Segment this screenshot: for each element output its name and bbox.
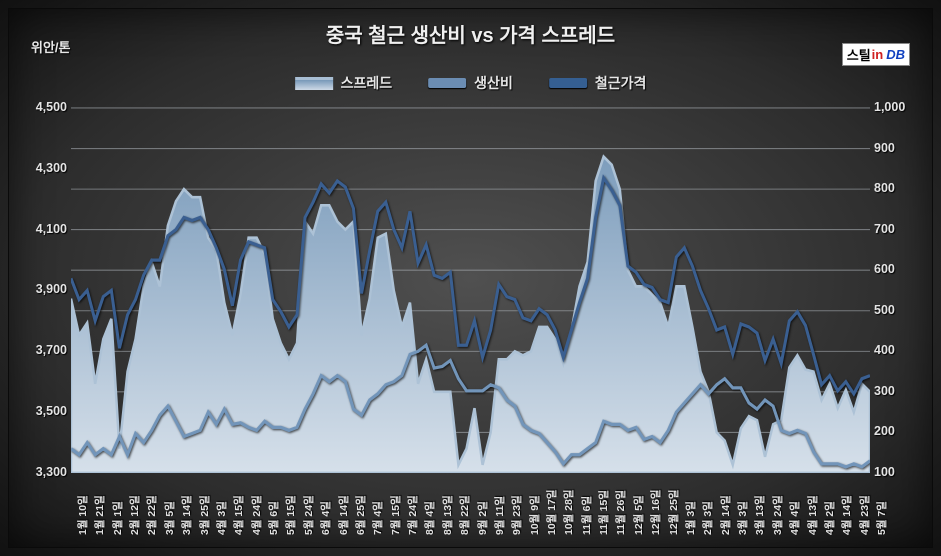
x-tick-label: 5월 15일 xyxy=(283,495,289,535)
brand-badge: 스틸 in DB xyxy=(842,43,910,66)
plot-svg xyxy=(71,65,870,473)
x-tick-label: 11월 6일 xyxy=(579,496,585,535)
x-tick-label: 3월 24일 xyxy=(770,495,776,535)
x-tick-label: 1월 10일 xyxy=(75,495,81,535)
x-tick-label: 4월 15일 xyxy=(231,495,237,535)
x-tick-label: 8월 4일 xyxy=(422,501,428,535)
y-right-tick: 300 xyxy=(874,384,916,398)
y-left-tick: 4,300 xyxy=(25,161,67,175)
x-tick-label: 7월 15일 xyxy=(388,495,394,535)
x-tick-label: 4월 2일 xyxy=(822,501,828,535)
x-axis-labels: 1월 10일 1월 21일 2월 1일 2월 12일 2월 22일 3월 5일 3월 14일… xyxy=(71,473,870,541)
chart-card: 중국 철근 생산비 vs 가격 스프레드 위안/톤 스틸 in DB 스프레드 … xyxy=(8,8,933,548)
x-tick-label: 5월 6일 xyxy=(266,501,272,535)
y-left-tick: 3,300 xyxy=(25,465,67,479)
y-right-tick: 100 xyxy=(874,465,916,479)
y-left-tick: 3,700 xyxy=(25,343,67,357)
x-tick-label: 9월 11일 xyxy=(492,496,498,535)
x-tick-label: 4월 4일 xyxy=(787,501,793,535)
x-tick-label: 6월 25일 xyxy=(353,495,359,535)
x-tick-label: 3월 5일 xyxy=(162,501,168,535)
x-tick-label: 1월 21일 xyxy=(92,495,98,535)
chart-frame: 중국 철근 생산비 vs 가격 스프레드 위안/톤 스틸 in DB 스프레드 … xyxy=(0,0,941,556)
y-right-tick: 1,000 xyxy=(874,100,916,114)
x-tick-label: 3월 25일 xyxy=(197,495,203,535)
x-tick-label: 12월 25일 xyxy=(666,489,672,535)
x-tick-label: 2월 12일 xyxy=(127,495,133,535)
x-tick-label: 4월 14일 xyxy=(839,495,845,535)
brand-part3: DB xyxy=(886,47,905,62)
y-left-tick: 3,500 xyxy=(25,404,67,418)
x-tick-label: 3월 14일 xyxy=(179,495,185,535)
x-tick-label: 8월 13일 xyxy=(440,495,446,535)
y-left-tick: 3,900 xyxy=(25,282,67,296)
x-tick-label: 4월 13일 xyxy=(805,495,811,535)
y-right-tick: 400 xyxy=(874,343,916,357)
x-tick-label: 3월 13일 xyxy=(752,495,758,535)
x-tick-label: 1월 3일 xyxy=(683,501,689,535)
y-right-tick: 900 xyxy=(874,141,916,155)
x-tick-label: 10월 9일 xyxy=(527,495,533,535)
x-tick-label: 11월 26일 xyxy=(613,490,619,535)
x-tick-label: 9월 2일 xyxy=(475,501,481,535)
y-right-tick: 600 xyxy=(874,262,916,276)
y-right-tick: 700 xyxy=(874,222,916,236)
x-tick-label: 6월 4일 xyxy=(318,501,324,535)
brand-part2: in xyxy=(872,47,884,62)
x-tick-label: 2월 14일 xyxy=(718,495,724,535)
x-tick-label: 2월 1일 xyxy=(110,501,116,535)
chart-title: 중국 철근 생산비 vs 가격 스프레드 xyxy=(9,19,932,48)
x-tick-label: 3월 3일 xyxy=(735,501,741,535)
y-axis-unit: 위안/톤 xyxy=(31,37,71,56)
x-tick-label: 12월 5일 xyxy=(631,495,637,535)
x-tick-label: 7월 4일 xyxy=(370,501,376,535)
y-right-tick: 200 xyxy=(874,424,916,438)
x-tick-label: 7월 24일 xyxy=(405,495,411,535)
x-tick-label: 6월 14일 xyxy=(336,495,342,535)
x-tick-label: 12월 16일 xyxy=(648,489,654,535)
x-tick-label: 8월 22일 xyxy=(457,495,463,535)
x-tick-label: 10월 17일 xyxy=(544,489,550,535)
plot-area xyxy=(71,65,870,473)
x-tick-label: 4월 23일 xyxy=(857,495,863,535)
x-tick-label: 4월 24일 xyxy=(249,495,255,535)
y-left-tick: 4,500 xyxy=(25,100,67,114)
brand-part1: 스틸 xyxy=(847,45,871,64)
x-tick-label: 5월 24일 xyxy=(301,495,307,535)
y-left-tick: 4,100 xyxy=(25,222,67,236)
x-tick-label: 11월 15일 xyxy=(596,490,602,535)
y-right-tick: 500 xyxy=(874,303,916,317)
x-tick-label: 5월 7일 xyxy=(874,501,880,535)
y-right-tick: 800 xyxy=(874,181,916,195)
x-tick-label: 4월 3일 xyxy=(214,501,220,535)
x-tick-label: 9월 23일 xyxy=(509,495,515,535)
x-tick-label: 2월 22일 xyxy=(144,495,150,535)
x-tick-label: 2월 3일 xyxy=(700,501,706,535)
x-tick-label: 10월 28일 xyxy=(561,489,567,535)
